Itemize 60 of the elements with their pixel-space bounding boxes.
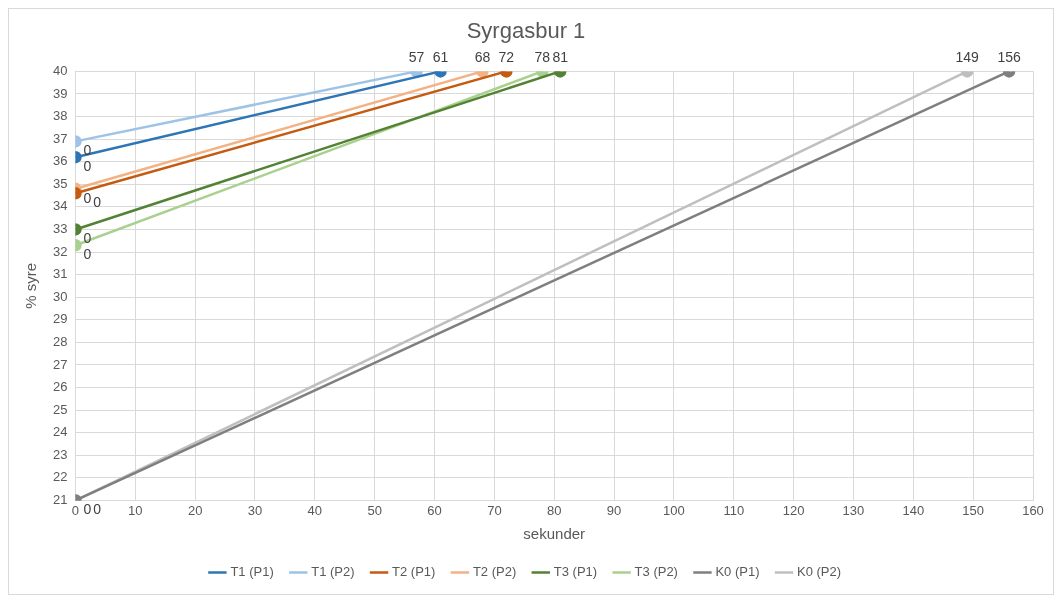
y-tick-label: 37 bbox=[52, 130, 68, 146]
x-tick-label: 50 bbox=[367, 502, 382, 518]
legend-label: K0 (P2) bbox=[797, 564, 842, 580]
y-tick-label: 34 bbox=[52, 198, 68, 214]
x-axis-title: sekunder bbox=[523, 525, 586, 543]
annotation: 156 bbox=[997, 49, 1021, 66]
x-tick-label: 120 bbox=[782, 502, 805, 518]
annotation: 0 bbox=[83, 189, 92, 206]
y-tick-label: 32 bbox=[52, 243, 68, 259]
legend-label: T2 (P1) bbox=[392, 564, 436, 580]
annotation: 78 bbox=[534, 49, 551, 66]
x-tick-label: 80 bbox=[547, 502, 562, 518]
y-tick-label: 31 bbox=[52, 266, 68, 282]
y-tick-label: 21 bbox=[52, 491, 68, 507]
x-tick-label: 160 bbox=[1022, 502, 1044, 518]
x-tick-label: 0 bbox=[71, 502, 80, 518]
x-tick-label: 100 bbox=[663, 502, 685, 518]
y-tick-label: 40 bbox=[52, 62, 68, 78]
y-tick-label: 25 bbox=[52, 401, 68, 417]
y-tick-label: 39 bbox=[52, 85, 68, 101]
y-tick-label: 29 bbox=[52, 311, 68, 327]
annotation: 72 bbox=[498, 49, 515, 66]
x-tick-label: 70 bbox=[487, 502, 502, 518]
y-tick-label: 36 bbox=[52, 153, 68, 169]
annotation: 68 bbox=[474, 49, 491, 66]
legend-label: K0 (P1) bbox=[715, 564, 760, 580]
x-tick-label: 110 bbox=[723, 502, 745, 518]
annotation: 0 bbox=[83, 158, 92, 175]
legend-label: T3 (P2) bbox=[634, 564, 678, 580]
x-tick-label: 90 bbox=[606, 502, 622, 518]
y-tick-label: 26 bbox=[52, 379, 68, 395]
x-tick-label: 20 bbox=[187, 502, 203, 518]
y-tick-label: 27 bbox=[52, 356, 68, 372]
chart-title: Syrgasbur 1 bbox=[466, 18, 586, 44]
legend-label: T1 (P2) bbox=[311, 564, 355, 580]
y-tick-label: 22 bbox=[52, 469, 68, 485]
annotation: 149 bbox=[955, 49, 980, 66]
annotation: 57 bbox=[408, 49, 425, 66]
x-tick-label: 30 bbox=[247, 502, 263, 518]
annotation: 61 bbox=[432, 49, 449, 66]
legend-label: T3 (P1) bbox=[553, 564, 598, 580]
y-tick-label: 30 bbox=[52, 288, 68, 304]
y-tick-label: 28 bbox=[52, 333, 68, 349]
x-tick-label: 40 bbox=[307, 502, 323, 518]
annotation: 0 bbox=[83, 246, 92, 263]
y-tick-label: 33 bbox=[52, 221, 68, 237]
x-tick-label: 140 bbox=[902, 502, 925, 518]
y-tick-label: 24 bbox=[52, 424, 68, 440]
legend-label: T2 (P2) bbox=[472, 564, 517, 580]
x-tick-label: 150 bbox=[962, 502, 985, 518]
x-tick-label: 130 bbox=[842, 502, 865, 518]
y-tick-label: 35 bbox=[52, 175, 68, 191]
annotation: 0 bbox=[93, 194, 102, 211]
x-tick-label: 10 bbox=[128, 502, 143, 518]
y-axis-title: % syre bbox=[22, 262, 40, 309]
x-tick-label: 60 bbox=[427, 502, 442, 518]
annotation: 81 bbox=[552, 49, 569, 66]
legend-label: T1 (P1) bbox=[230, 564, 274, 580]
y-tick-label: 38 bbox=[52, 108, 68, 124]
y-tick-label: 23 bbox=[52, 446, 68, 462]
